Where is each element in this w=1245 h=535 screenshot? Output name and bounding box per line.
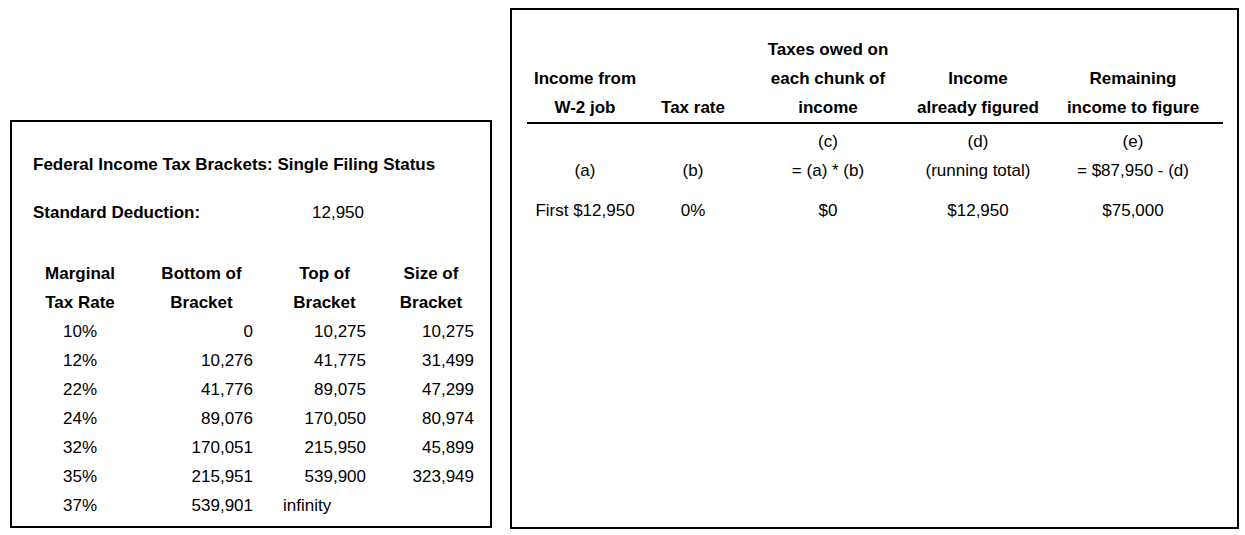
bracket-rate: 24% [30,404,130,433]
worksheet-data-row: First $12,950 0% $0 $12,950 $75,000 [527,196,1223,225]
bracket-table: Marginal Tax Rate Bottom of Bracket Top … [30,259,486,520]
standard-deduction-value: 12,950 [312,198,364,227]
cell-taxes-owed: $0 [743,196,913,225]
col-header-tax-rate: Tax rate [643,35,743,122]
subheader-col-e: (e) = $87,950 - (d) [1043,127,1223,185]
bracket-rate: 37% [30,491,130,520]
worksheet-header-row: Income from W-2 job Tax rate Taxes owed … [527,35,1223,122]
bracket-row: 10% 0 10,275 10,275 [30,317,486,346]
bracket-rate: 10% [30,317,130,346]
bracket-row: 32% 170,051 215,950 45,899 [30,433,486,462]
worksheet-canvas: { "left_panel": { "title": "Federal Inco… [0,0,1245,535]
col-header-taxes-owed: Taxes owed on each chunk of income [743,35,913,122]
bracket-rate: 12% [30,346,130,375]
standard-deduction-row: Standard Deduction: 12,950 [33,198,364,227]
tax-brackets-panel: Federal Income Tax Brackets: Single Fili… [10,120,492,528]
bracket-top: 89,075 [273,375,376,404]
bracket-rate: 22% [30,375,130,404]
bracket-bottom: 215,951 [130,462,273,491]
subheader-col-c: (c) = (a) * (b) [743,127,913,185]
bracket-row: 12% 10,276 41,775 31,499 [30,346,486,375]
worksheet-table: Income from W-2 job Tax rate Taxes owed … [527,35,1223,225]
bracket-top: infinity [273,491,376,520]
subheader-col-b: (b) [643,127,743,185]
bracket-size: 47,299 [376,375,486,404]
bracket-size: 10,275 [376,317,486,346]
bracket-size: 31,499 [376,346,486,375]
col-header-income-already-figured: Income already figured [913,35,1043,122]
bracket-size: 45,899 [376,433,486,462]
bracket-bottom: 41,776 [130,375,273,404]
bracket-size: 323,949 [376,462,486,491]
bracket-row: 24% 89,076 170,050 80,974 [30,404,486,433]
col-header-size-of-bracket: Size of Bracket [376,259,486,317]
panel-title: Federal Income Tax Brackets: Single Fili… [33,150,435,179]
bracket-bottom: 170,051 [130,433,273,462]
cell-tax-rate: 0% [643,196,743,225]
bracket-top: 539,900 [273,462,376,491]
bracket-bottom: 0 [130,317,273,346]
bracket-row: 37% 539,901 infinity [30,491,486,520]
bracket-bottom: 89,076 [130,404,273,433]
bracket-rate: 32% [30,433,130,462]
bracket-top: 170,050 [273,404,376,433]
subheader-col-a: (a) [527,127,643,185]
bracket-size: 80,974 [376,404,486,433]
subheader-col-d: (d) (running total) [913,127,1043,185]
bracket-top: 215,950 [273,433,376,462]
header-underline [527,122,1223,124]
bracket-bottom: 539,901 [130,491,273,520]
bracket-size [376,491,486,520]
col-header-marginal-tax-rate: Marginal Tax Rate [30,259,130,317]
bracket-bottom: 10,276 [130,346,273,375]
bracket-top: 41,775 [273,346,376,375]
cell-income-chunk: First $12,950 [527,196,643,225]
col-header-income-from-w2-job: Income from W-2 job [527,35,643,122]
cell-income-figured: $12,950 [913,196,1043,225]
bracket-rate: 35% [30,462,130,491]
col-header-top-of-bracket: Top of Bracket [273,259,376,317]
col-header-remaining-income: Remaining income to figure [1043,35,1223,122]
bracket-row: 35% 215,951 539,900 323,949 [30,462,486,491]
bracket-row: 22% 41,776 89,075 47,299 [30,375,486,404]
bracket-table-header-row: Marginal Tax Rate Bottom of Bracket Top … [30,259,486,317]
standard-deduction-label: Standard Deduction: [33,198,312,227]
bracket-top: 10,275 [273,317,376,346]
tax-worksheet-panel: Income from W-2 job Tax rate Taxes owed … [510,8,1239,529]
cell-remaining-income: $75,000 [1043,196,1223,225]
worksheet-subheader-row: (a) (b) (c) = (a) * (b) (d) (running tot… [527,127,1223,185]
col-header-bottom-of-bracket: Bottom of Bracket [130,259,273,317]
